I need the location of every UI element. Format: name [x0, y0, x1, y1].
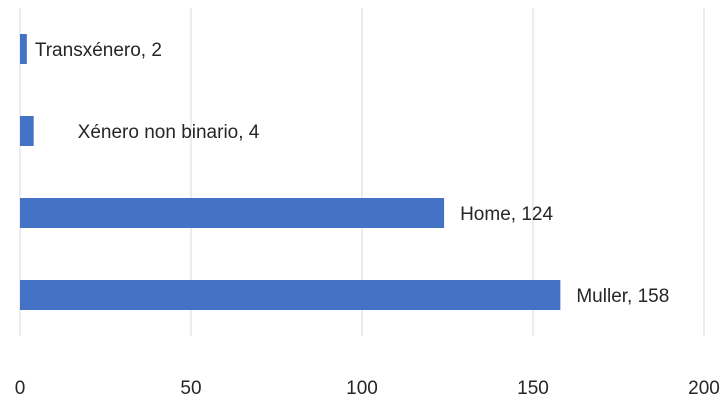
x-tick-label-0: 0	[15, 378, 26, 399]
x-tick-label-200: 200	[688, 378, 720, 399]
bar-transxenero	[20, 34, 27, 64]
data-labels: Transxénero, 2 Xénero non binario, 4 Home,…	[35, 40, 669, 307]
bar-home	[20, 198, 445, 228]
data-label-home: Home, 124	[460, 204, 553, 225]
data-label-muller: Muller, 158	[576, 286, 669, 307]
x-tick-label-100: 100	[346, 378, 378, 399]
x-axis-tick-labels: 0 50 100 150 200	[15, 378, 720, 399]
data-label-xenero-non-binario: Xénero non binario, 4	[78, 122, 260, 143]
bar-xenero-non-binario	[20, 116, 34, 146]
data-label-transxenero: Transxénero, 2	[35, 40, 162, 61]
bar-muller	[20, 280, 561, 310]
x-tick-label-50: 50	[180, 378, 201, 399]
x-tick-label-150: 150	[517, 378, 549, 399]
bars	[20, 34, 561, 310]
